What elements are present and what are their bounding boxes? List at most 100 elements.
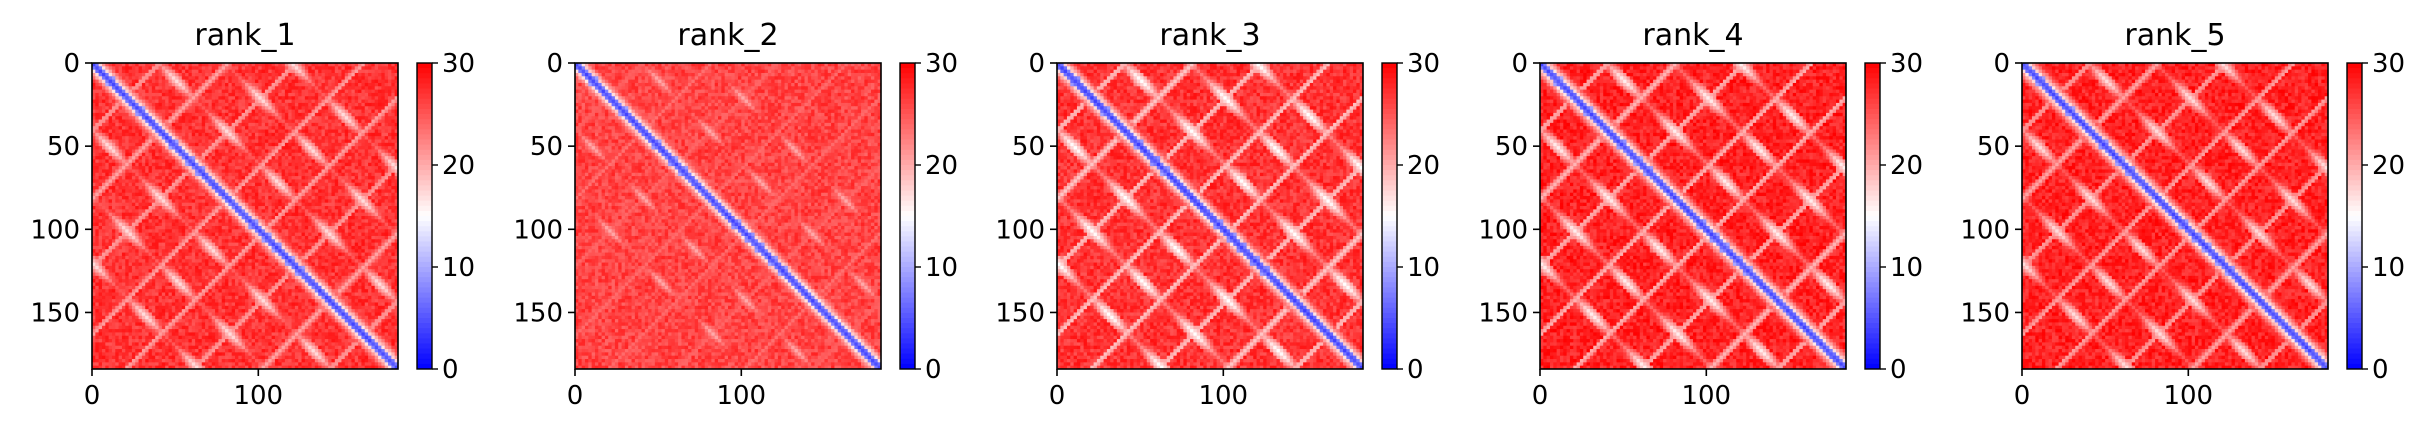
- heatmap-cell: [328, 162, 332, 167]
- heatmap-cell: [381, 169, 386, 174]
- heatmap-cell: [105, 162, 110, 167]
- heatmap-cell: [105, 229, 110, 234]
- heatmap-cell: [151, 63, 156, 67]
- heatmap-cell: [181, 136, 186, 140]
- heatmap-cell: [354, 96, 359, 101]
- heatmap-cell: [135, 242, 140, 247]
- heatmap-cell: [364, 102, 369, 107]
- heatmap-cell: [155, 126, 160, 131]
- heatmap-cell: [185, 229, 189, 234]
- heatmap-cell: [338, 82, 342, 87]
- heatmap-cell: [294, 132, 299, 137]
- heatmap-cell: [221, 216, 226, 220]
- heatmap-cell: [138, 126, 143, 131]
- heatmap-cell: [138, 222, 143, 227]
- heatmap-cell: [185, 63, 189, 67]
- heatmap-cell: [115, 186, 120, 190]
- heatmap-cell: [361, 202, 366, 207]
- heatmap-cell: [151, 225, 156, 230]
- heatmap-cell: [364, 109, 369, 114]
- heatmap-cell: [261, 172, 266, 177]
- heatmap-cell: [364, 152, 369, 157]
- heatmap-cell: [128, 242, 133, 247]
- heatmap-cell: [151, 116, 156, 121]
- heatmap-cell: [381, 92, 386, 97]
- heatmap-cell: [318, 102, 322, 107]
- heatmap-cell: [125, 142, 130, 147]
- heatmap-cell: [384, 222, 389, 227]
- heatmap-cell: [118, 162, 123, 167]
- heatmap-cell: [278, 126, 283, 131]
- heatmap-cell: [175, 116, 179, 121]
- heatmap-cell: [294, 102, 299, 107]
- heatmap-cell: [188, 66, 193, 71]
- heatmap-cell: [334, 89, 339, 94]
- heatmap-cell: [301, 229, 306, 234]
- heatmap-cell: [245, 149, 249, 154]
- heatmap-cell: [141, 196, 146, 200]
- heatmap-cell: [201, 192, 206, 197]
- heatmap-cell: [318, 216, 322, 220]
- heatmap-cell: [314, 176, 319, 180]
- heatmap-cell: [311, 229, 316, 234]
- heatmap-cell: [168, 89, 173, 94]
- heatmap-cell: [221, 79, 226, 84]
- heatmap-cell: [118, 222, 123, 227]
- heatmap-cell: [258, 89, 263, 94]
- heatmap-cell: [161, 219, 166, 224]
- heatmap-cell: [284, 192, 289, 197]
- heatmap-cell: [391, 212, 396, 217]
- heatmap-cell: [394, 149, 399, 154]
- heatmap-cell: [221, 162, 226, 167]
- heatmap-cell: [268, 102, 273, 107]
- heatmap-cell: [165, 239, 169, 244]
- heatmap-cell: [334, 235, 339, 240]
- heatmap-cell: [308, 122, 313, 127]
- heatmap-cell: [318, 192, 322, 197]
- heatmap-cell: [135, 106, 140, 111]
- heatmap-cell: [284, 89, 289, 94]
- heatmap-cell: [258, 199, 263, 204]
- heatmap-cell: [294, 229, 299, 234]
- heatmap-cell: [98, 172, 103, 177]
- heatmap-cell: [168, 139, 173, 144]
- heatmap-cell: [95, 166, 100, 170]
- heatmap-cell: [254, 232, 259, 237]
- heatmap-cell: [111, 139, 116, 144]
- heatmap-cell: [145, 179, 150, 184]
- heatmap-cell: [281, 199, 286, 204]
- heatmap-cell: [195, 166, 199, 170]
- heatmap-cell: [171, 229, 176, 234]
- heatmap-cell: [254, 76, 259, 81]
- heatmap-cell: [271, 86, 276, 91]
- heatmap-cell: [161, 76, 166, 81]
- heatmap-cell: [138, 162, 143, 167]
- heatmap-cell: [338, 179, 342, 184]
- heatmap-cell: [341, 196, 346, 200]
- heatmap-cell: [178, 146, 183, 150]
- heatmap-cell: [338, 76, 342, 81]
- heatmap-cell: [105, 182, 110, 187]
- heatmap-cell: [391, 159, 396, 164]
- heatmap-cell: [341, 89, 346, 94]
- heatmap-cell: [171, 189, 176, 194]
- heatmap-cell: [241, 76, 246, 81]
- heatmap-cell: [155, 66, 160, 71]
- heatmap-cell: [324, 126, 329, 131]
- heatmap-cell: [188, 136, 193, 140]
- heatmap-cell: [291, 232, 296, 237]
- heatmap-cell: [181, 72, 186, 77]
- heatmap-cell: [188, 126, 193, 131]
- heatmap-cell: [331, 182, 336, 187]
- heatmap-cell: [351, 89, 356, 94]
- heatmap-cell: [141, 162, 146, 167]
- heatmap-cell: [338, 142, 342, 147]
- heatmap-cell: [115, 212, 120, 217]
- heatmap-cell: [231, 96, 236, 101]
- heatmap-cell: [381, 86, 386, 91]
- heatmap-cell: [261, 166, 266, 170]
- heatmap-cell: [338, 129, 342, 134]
- heatmap-cell: [191, 63, 196, 67]
- heatmap-cell: [381, 179, 386, 184]
- heatmap-cell: [228, 232, 233, 237]
